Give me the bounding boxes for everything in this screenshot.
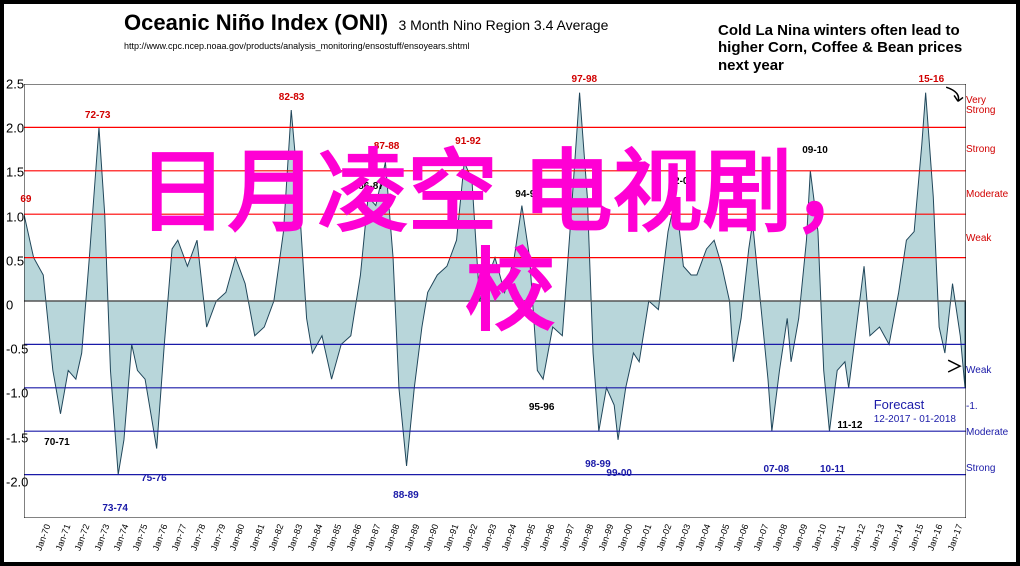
y-tick-label: -1.5	[6, 430, 28, 445]
peak-label: 07-08	[763, 464, 789, 475]
x-tick-label: Jan-13	[868, 523, 887, 552]
right-axis-labels: Very Strong Strong Moderate Weak Weak -1. Mode…	[966, 84, 1012, 518]
peak-label: 02-03	[668, 176, 694, 187]
peak-label: 70-71	[44, 437, 70, 448]
x-tick-label: Jan-94	[499, 523, 518, 552]
x-tick-label: Jan-08	[771, 523, 790, 552]
x-tick-label: Jan-70	[34, 523, 53, 552]
intensity-label: Weak	[966, 366, 991, 376]
top-annotation: Cold La Nina winters often lead to highe…	[718, 22, 988, 74]
x-tick-label: Jan-06	[732, 523, 751, 552]
x-tick-label: Jan-78	[189, 523, 208, 552]
x-tick-label: Jan-95	[519, 523, 538, 552]
peak-label: 88-89	[393, 490, 419, 501]
x-tick-label: Jan-88	[383, 523, 402, 552]
x-tick-label: Jan-80	[228, 523, 247, 552]
x-tick-label: Jan-77	[170, 523, 189, 552]
x-tick-label: Jan-17	[945, 523, 964, 552]
peak-label: 73-74	[102, 503, 128, 514]
y-tick-label: 2.5	[6, 77, 24, 92]
peak-label: 69	[20, 194, 31, 205]
peak-label: 15-16	[919, 74, 945, 85]
peak-label: 75-76	[141, 473, 167, 484]
forecast-box: Forecast 12-2017 - 01-2018	[874, 398, 956, 426]
x-tick-label: Jan-07	[751, 523, 770, 552]
x-tick-label: Jan-86	[344, 523, 363, 552]
x-tick-label: Jan-84	[305, 523, 324, 552]
chart-container: Oceanic Niño Index (ONI) 3 Month Nino Re…	[0, 0, 1020, 566]
y-tick-label: 0.5	[6, 253, 24, 268]
chart-subtitle: 3 Month Nino Region 3.4 Average	[399, 17, 609, 33]
x-tick-label: Jan-01	[635, 523, 654, 552]
x-tick-label: Jan-15	[906, 523, 925, 552]
x-tick-label: Jan-98	[577, 523, 596, 552]
intensity-label: Strong	[966, 145, 995, 155]
peak-label: 86-87	[358, 181, 384, 192]
forecast-dates: 12-2017 - 01-2018	[874, 414, 956, 425]
y-tick-label: 1.5	[6, 165, 24, 180]
intensity-label: Weak	[966, 234, 991, 244]
x-tick-label: Jan-87	[364, 523, 383, 552]
intensity-label: Very Strong	[966, 96, 1012, 116]
peak-label: 11-12	[837, 420, 862, 431]
peak-label: 97-98	[572, 74, 598, 85]
x-tick-label: Jan-11	[829, 523, 848, 552]
x-tick-label: Jan-83	[286, 523, 305, 552]
x-tick-label: Jan-16	[926, 523, 945, 552]
peak-label: 91-92	[455, 136, 481, 147]
x-tick-label: Jan-04	[693, 523, 712, 552]
intensity-label: Strong	[966, 464, 995, 474]
x-tick-label: Jan-73	[92, 523, 111, 552]
y-tick-label: -0.5	[6, 342, 28, 357]
x-tick-label: Jan-72	[73, 523, 92, 552]
x-tick-label: Jan-82	[267, 523, 286, 552]
x-tick-label: Jan-09	[790, 523, 809, 552]
forecast-label: Forecast	[874, 397, 925, 412]
x-tick-label: Jan-74	[112, 523, 131, 552]
x-tick-label: Jan-05	[713, 523, 732, 552]
peak-label: 99-00	[606, 468, 632, 479]
x-tick-label: Jan-96	[538, 523, 557, 552]
intensity-label: -1.	[966, 402, 978, 412]
peak-label: 87-88	[374, 141, 400, 152]
x-tick-label: Jan-71	[53, 523, 72, 552]
x-tick-label: Jan-93	[480, 523, 499, 552]
chart-title: Oceanic Niño Index (ONI)	[124, 10, 388, 35]
x-tick-label: Jan-97	[557, 523, 576, 552]
x-axis-labels: Jan-70Jan-71Jan-72Jan-73Jan-74Jan-75Jan-…	[24, 518, 966, 560]
x-tick-label: Jan-10	[809, 523, 828, 552]
intensity-label: Moderate	[966, 190, 1008, 200]
x-tick-label: Jan-75	[131, 523, 150, 552]
y-tick-label: 0	[6, 298, 13, 313]
x-tick-label: Jan-14	[887, 523, 906, 552]
x-tick-label: Jan-92	[461, 523, 480, 552]
y-tick-label: -1.0	[6, 386, 28, 401]
peak-label: 95-96	[529, 402, 555, 413]
x-tick-label: Jan-00	[616, 523, 635, 552]
peak-label: 94-95	[515, 189, 541, 200]
x-tick-label: Jan-91	[441, 523, 460, 552]
y-tick-label: 1.0	[6, 209, 24, 224]
x-tick-label: Jan-79	[208, 523, 227, 552]
y-tick-label: 2.0	[6, 121, 24, 136]
y-tick-label: -2.0	[6, 474, 28, 489]
x-tick-label: Jan-99	[596, 523, 615, 552]
x-tick-label: Jan-81	[247, 523, 266, 552]
x-tick-label: Jan-02	[654, 523, 673, 552]
peak-label: 72-73	[85, 110, 111, 121]
peak-label: 09-10	[802, 145, 828, 156]
x-tick-label: Jan-89	[402, 523, 421, 552]
x-tick-label: Jan-90	[422, 523, 441, 552]
x-tick-label: Jan-12	[848, 523, 867, 552]
x-tick-label: Jan-03	[674, 523, 693, 552]
x-tick-label: Jan-85	[325, 523, 344, 552]
intensity-label: Moderate	[966, 428, 1008, 438]
peak-label: 82-83	[279, 92, 305, 103]
x-tick-label: Jan-76	[150, 523, 169, 552]
source-url: http://www.cpc.ncep.noaa.gov/products/an…	[124, 41, 470, 51]
peak-label: 10-11	[820, 464, 845, 475]
